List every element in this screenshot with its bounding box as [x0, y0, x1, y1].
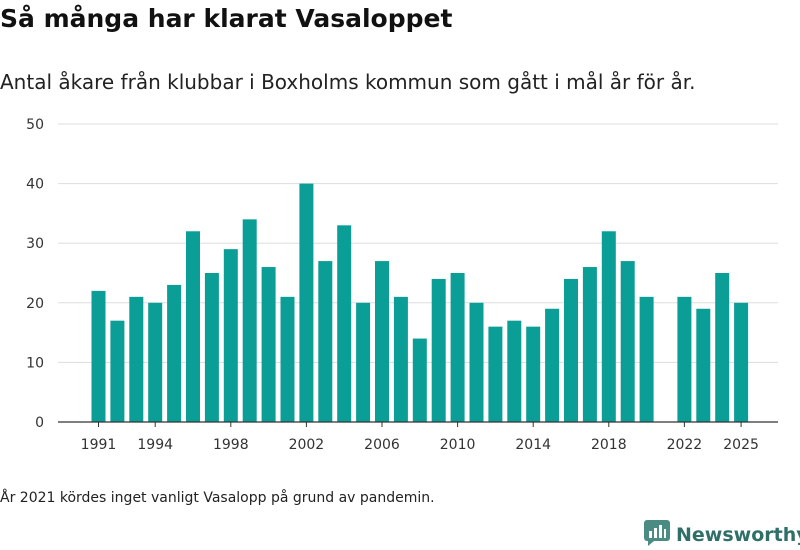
bar-2008: [412, 338, 427, 422]
x-tick-label: 2006: [364, 437, 400, 453]
bar-2000: [261, 267, 276, 422]
y-tick-label: 10: [26, 355, 44, 371]
bar-2016: [564, 278, 578, 422]
bar-1992: [110, 320, 125, 422]
bar-2009: [431, 278, 446, 422]
bar-2010: [450, 273, 465, 422]
bar-2020: [639, 296, 654, 422]
x-tick-label: 2014: [515, 437, 551, 453]
x-tick-label: 2025: [723, 437, 759, 453]
bar-2015: [545, 308, 560, 422]
x-tick-label: 1994: [137, 437, 173, 453]
bar-chart: 0 10 20 30 40 50 1991 1994 1998 2002 2006 2010 2014 2…: [26, 117, 778, 453]
bar-2018: [601, 231, 616, 422]
bar-2023: [696, 308, 711, 422]
footnote: År 2021 kördes inget vanligt Vasalopp på…: [0, 490, 435, 506]
y-tick-label: 50: [26, 117, 44, 133]
x-tick-label: 1991: [81, 437, 117, 453]
bar-2022: [677, 296, 692, 422]
bar-1991: [91, 290, 106, 422]
newsworthy-logo-icon: [644, 520, 670, 550]
x-tick-label: 1998: [213, 437, 249, 453]
bar-1999: [242, 219, 257, 422]
y-tick-label: 20: [26, 296, 44, 312]
x-tick-label: 2002: [289, 437, 325, 453]
bar-1997: [204, 273, 219, 422]
bar-2001: [280, 296, 295, 422]
axes: 0 10 20 30 40 50 1991 1994 1998 2002 2006 2010 2014 2…: [26, 117, 778, 453]
bar-2007: [393, 296, 408, 422]
bar-2024: [715, 273, 730, 422]
chart-title: Så många har klarat Vasaloppet: [0, 4, 453, 33]
bars: [91, 183, 749, 422]
brand-name: Newsworthy: [676, 524, 800, 546]
bar-1995: [167, 284, 182, 422]
bar-2013: [507, 320, 522, 422]
y-tick-label: 30: [26, 236, 44, 252]
bar-2004: [337, 225, 352, 422]
bar-2014: [526, 326, 541, 422]
bar-2002: [299, 183, 314, 422]
bar-2019: [620, 261, 635, 422]
bar-2011: [469, 302, 484, 422]
chart-subtitle: Antal åkare från klubbar i Boxholms komm…: [0, 70, 696, 94]
y-tick-label: 40: [26, 177, 44, 193]
bar-2003: [318, 261, 333, 422]
x-tick-label: 2010: [440, 437, 476, 453]
bar-2006: [375, 261, 389, 422]
bar-2017: [582, 267, 597, 422]
bar-1996: [186, 231, 200, 422]
bar-1994: [148, 302, 163, 422]
y-tick-label: 0: [35, 415, 44, 431]
bar-1998: [223, 249, 238, 422]
x-tick-label: 2022: [667, 437, 703, 453]
brand[interactable]: Newsworthy: [644, 520, 800, 550]
bar-2005: [356, 302, 371, 422]
x-tick-label: 2018: [591, 437, 627, 453]
gridlines: [58, 123, 778, 363]
bar-1993: [129, 296, 144, 422]
bar-2025: [734, 302, 749, 422]
bar-2012: [488, 326, 503, 422]
